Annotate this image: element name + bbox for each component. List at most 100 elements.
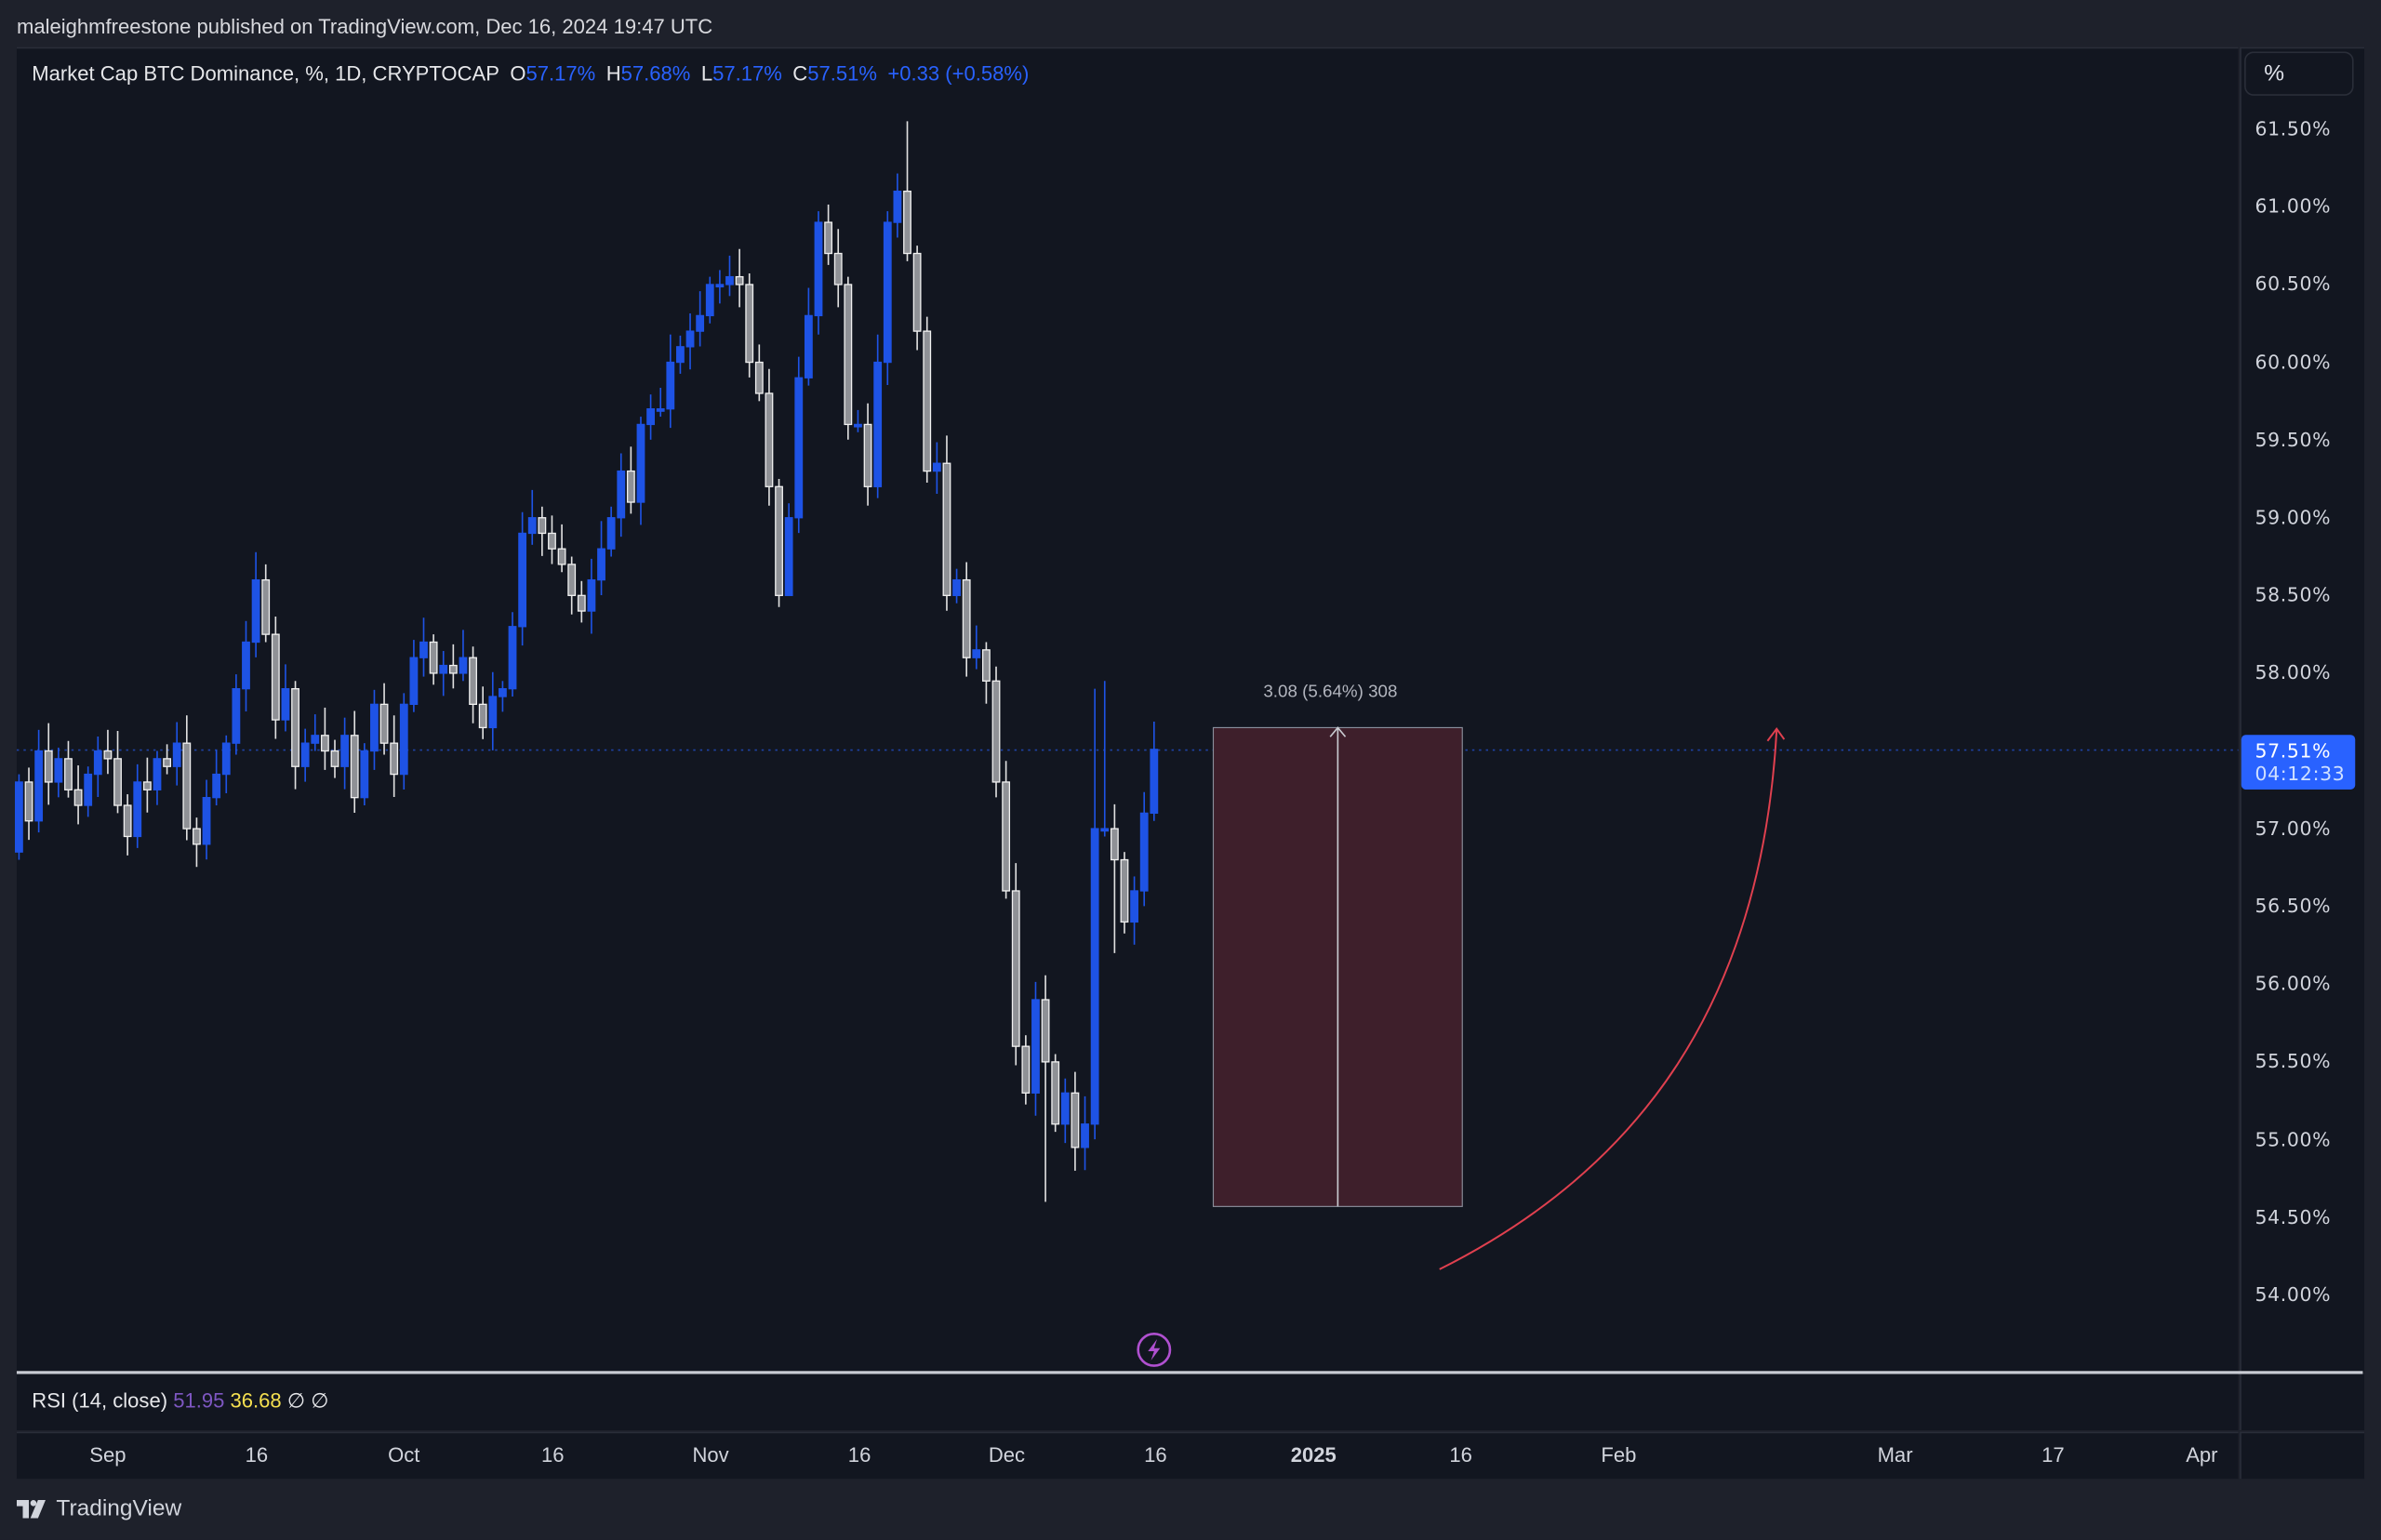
candle-down[interactable] [73, 789, 83, 806]
candle-up[interactable] [646, 408, 655, 426]
candle-up[interactable] [932, 462, 941, 472]
candle-down[interactable] [844, 284, 853, 426]
pane-separator[interactable] [16, 1371, 2363, 1374]
tradingview-logo[interactable]: TradingView [16, 1495, 181, 1521]
candle-down[interactable] [478, 703, 487, 729]
candle-down[interactable] [962, 578, 971, 658]
candle-down[interactable] [942, 462, 951, 596]
candle-down[interactable] [24, 781, 33, 822]
candle-up[interactable] [419, 641, 428, 658]
candle-up[interactable] [666, 361, 675, 410]
candle-up[interactable] [972, 649, 981, 658]
candle-down[interactable] [182, 742, 192, 830]
candle-down[interactable] [142, 781, 152, 790]
candle-down[interactable] [1120, 858, 1129, 923]
time-axis[interactable] [16, 1431, 2239, 1480]
candle-up[interactable] [399, 703, 408, 776]
candle-down[interactable] [330, 750, 339, 767]
candle-down[interactable] [1021, 1045, 1031, 1094]
rsi-title[interactable]: RSI (14, close) [32, 1388, 168, 1413]
candle-up[interactable] [1150, 749, 1159, 815]
candle-down[interactable] [567, 564, 577, 596]
candle-down[interactable] [775, 485, 783, 596]
curved-arrow-drawing[interactable] [1439, 727, 1786, 1270]
candle-down[interactable] [912, 252, 922, 332]
candle-down[interactable] [429, 641, 438, 674]
price-axis[interactable] [2240, 46, 2365, 1373]
candle-up[interactable] [133, 781, 142, 838]
candle-down[interactable] [1071, 1092, 1080, 1148]
lightning-icon[interactable] [1137, 1332, 1172, 1367]
symbol-title[interactable]: Market Cap BTC Dominance, %, 1D, CRYPTOC… [32, 61, 499, 86]
candle-up[interactable] [784, 517, 793, 596]
candle-down[interactable] [548, 532, 556, 550]
candle-up[interactable] [794, 377, 804, 519]
candle-up[interactable] [1139, 812, 1149, 892]
candle-up[interactable] [725, 275, 734, 285]
candle-down[interactable] [379, 703, 389, 744]
candle-up[interactable] [14, 781, 23, 853]
candle-down[interactable] [113, 758, 122, 806]
candle-up[interactable] [715, 284, 725, 288]
candle-up[interactable] [439, 664, 448, 674]
candle-up[interactable] [370, 703, 379, 752]
price-range-measure[interactable] [1212, 726, 1463, 1207]
candle-up[interactable] [676, 346, 685, 364]
candle-up[interactable] [1060, 1092, 1070, 1125]
candle-down[interactable] [981, 649, 991, 682]
candle-down[interactable] [1002, 781, 1011, 892]
candle-up[interactable] [527, 517, 537, 535]
candle-down[interactable] [1011, 890, 1020, 1047]
candle-up[interactable] [221, 742, 231, 776]
candle-up[interactable] [300, 742, 310, 767]
candle-down[interactable] [577, 594, 586, 612]
candle-up[interactable] [696, 314, 705, 332]
candle-down[interactable] [557, 548, 566, 565]
candle-down[interactable] [824, 221, 833, 255]
candle-down[interactable] [350, 735, 359, 799]
candle-up[interactable] [172, 742, 181, 767]
candle-up[interactable] [84, 773, 93, 806]
candle-up[interactable] [873, 361, 883, 487]
candle-up[interactable] [1130, 890, 1138, 923]
percent-scale-button[interactable]: % [2244, 51, 2354, 96]
candle-down[interactable] [903, 190, 911, 255]
candle-up[interactable] [54, 758, 63, 783]
candle-down[interactable] [1051, 1061, 1060, 1125]
candle-up[interactable] [232, 687, 241, 744]
candle-down[interactable] [271, 633, 280, 721]
candle-down[interactable] [103, 750, 113, 760]
candle-down[interactable] [765, 392, 774, 487]
candle-up[interactable] [804, 314, 813, 378]
candle-up[interactable] [587, 578, 596, 612]
candle-down[interactable] [163, 758, 171, 767]
candle-down[interactable] [64, 758, 73, 790]
candle-up[interactable] [1081, 1123, 1089, 1148]
candle-up[interactable] [488, 696, 498, 729]
candle-down[interactable] [538, 517, 547, 535]
candle-up[interactable] [518, 532, 527, 628]
candle-up[interactable] [685, 330, 695, 348]
candle-up[interactable] [153, 758, 162, 790]
candle-up[interactable] [1031, 999, 1040, 1094]
candle-up[interactable] [360, 750, 369, 799]
candle-down[interactable] [991, 680, 1001, 783]
candle-up[interactable] [1100, 828, 1110, 832]
candle-down[interactable] [44, 750, 53, 783]
candle-down[interactable] [193, 828, 201, 845]
candle-down[interactable] [448, 664, 458, 674]
candle-down[interactable] [754, 361, 764, 394]
candle-up[interactable] [893, 190, 902, 223]
candle-up[interactable] [212, 773, 221, 799]
candle-up[interactable] [242, 641, 250, 690]
candle-up[interactable] [340, 735, 350, 767]
candle-down[interactable] [261, 578, 271, 635]
candle-down[interactable] [923, 330, 932, 472]
rsi-pane[interactable] [16, 1374, 2239, 1430]
candle-up[interactable] [311, 735, 320, 744]
candle-up[interactable] [34, 750, 44, 822]
candle-down[interactable] [833, 252, 843, 285]
candle-down[interactable] [390, 742, 399, 776]
candle-up[interactable] [251, 578, 260, 644]
candle-down[interactable] [745, 284, 754, 364]
